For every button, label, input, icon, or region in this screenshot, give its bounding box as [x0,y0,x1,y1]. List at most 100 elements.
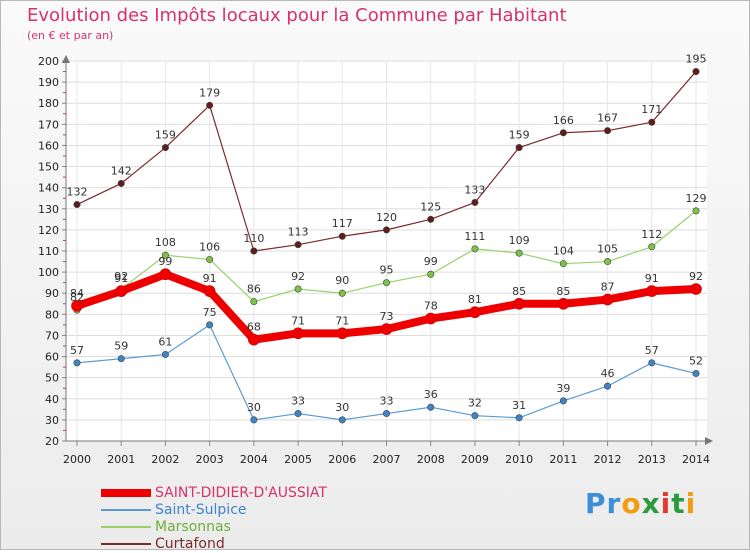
data-label: 31 [512,399,526,412]
x-tick-label: 2012 [594,453,622,466]
data-point [117,179,125,187]
logo-letter: i [660,487,672,520]
data-point [645,285,658,297]
legend-label: Curtafond [155,536,225,552]
data-label: 166 [553,114,574,127]
logo-letter: P [585,487,607,520]
data-label: 85 [556,285,570,298]
data-label: 57 [70,344,84,357]
data-label: 179 [199,86,220,99]
data-point [515,414,523,422]
logo-letter: o [621,487,642,520]
y-tick-label: 80 [45,308,59,321]
legend-swatch [101,509,151,511]
data-label: 36 [424,388,438,401]
data-label: 117 [332,217,353,230]
data-point [515,144,523,152]
data-point [692,207,700,215]
y-tick-label: 70 [45,329,59,342]
data-label: 57 [645,344,659,357]
data-label: 30 [247,401,261,414]
data-point [117,355,125,363]
data-point [382,279,390,287]
data-point [427,215,435,223]
data-label: 95 [380,264,394,277]
data-point [692,369,700,377]
data-point [161,144,169,152]
y-axis-arrow [62,55,70,63]
data-label: 87 [601,281,615,294]
data-label: 195 [686,53,707,66]
x-tick-label: 2009 [461,453,489,466]
legend-swatch [101,489,151,497]
data-point [648,359,656,367]
data-label: 78 [424,300,438,313]
data-label: 99 [158,255,172,268]
x-tick-label: 2003 [196,453,224,466]
data-label: 33 [291,395,305,408]
y-tick-label: 90 [45,287,59,300]
line-chart: 20 30 40 50 60 70 80 90 100 110 120 130 140 150 160 170… [38,53,713,466]
data-label: 132 [67,186,88,199]
data-label: 30 [335,401,349,414]
data-point [604,382,612,390]
y-tick-label: 190 [38,76,59,89]
logo-letter: r [606,487,622,520]
data-point [513,297,525,310]
x-tick-label: 2011 [549,453,577,466]
x-tick-label: 2013 [638,453,666,466]
y-tick-label: 60 [45,351,59,364]
data-point [206,255,214,263]
data-label: 91 [114,272,128,285]
data-point [427,270,435,278]
data-label: 110 [243,232,264,245]
data-point [338,232,346,240]
y-tick-label: 30 [45,414,59,427]
data-point [559,260,567,268]
data-label: 159 [509,129,530,142]
data-point [115,285,128,297]
data-label: 73 [380,310,394,323]
logo-letter: i [685,487,697,520]
data-point [692,68,700,76]
data-label: 82 [70,291,84,304]
data-label: 33 [380,395,394,408]
data-label: 92 [114,270,128,283]
x-tick-label: 2006 [328,453,356,466]
data-label: 59 [114,340,128,353]
data-point [250,247,258,255]
data-point [380,323,393,335]
data-point [471,198,479,206]
legend-swatch [101,543,151,545]
data-point [648,243,656,251]
chart-subtitle: (en € et par an) [27,29,114,42]
logo-letter: x [641,487,661,520]
data-label: 84 [70,287,84,300]
data-label: 32 [468,397,482,410]
data-label: 81 [468,293,482,306]
data-point [336,327,349,340]
data-label: 142 [111,164,132,177]
legend-label: Saint-Sulpice [155,502,247,518]
data-label: 71 [335,314,349,327]
data-point [73,201,81,209]
data-label: 113 [288,226,309,239]
data-point [338,289,346,297]
data-point [248,333,260,346]
data-point [427,403,435,411]
data-label: 120 [376,211,397,224]
x-axis-arrow [705,437,713,445]
x-tick-label: 2004 [240,453,268,466]
data-label: 133 [464,183,485,196]
legend-swatch [101,526,151,528]
x-tick-label: 2002 [151,453,179,466]
y-tick-label: 40 [45,393,59,406]
data-point [382,226,390,234]
data-point [71,300,83,312]
y-tick-label: 140 [38,182,59,195]
data-point [515,249,523,257]
data-label: 92 [291,270,305,283]
data-point [471,412,479,420]
y-tick-label: 120 [38,224,59,237]
